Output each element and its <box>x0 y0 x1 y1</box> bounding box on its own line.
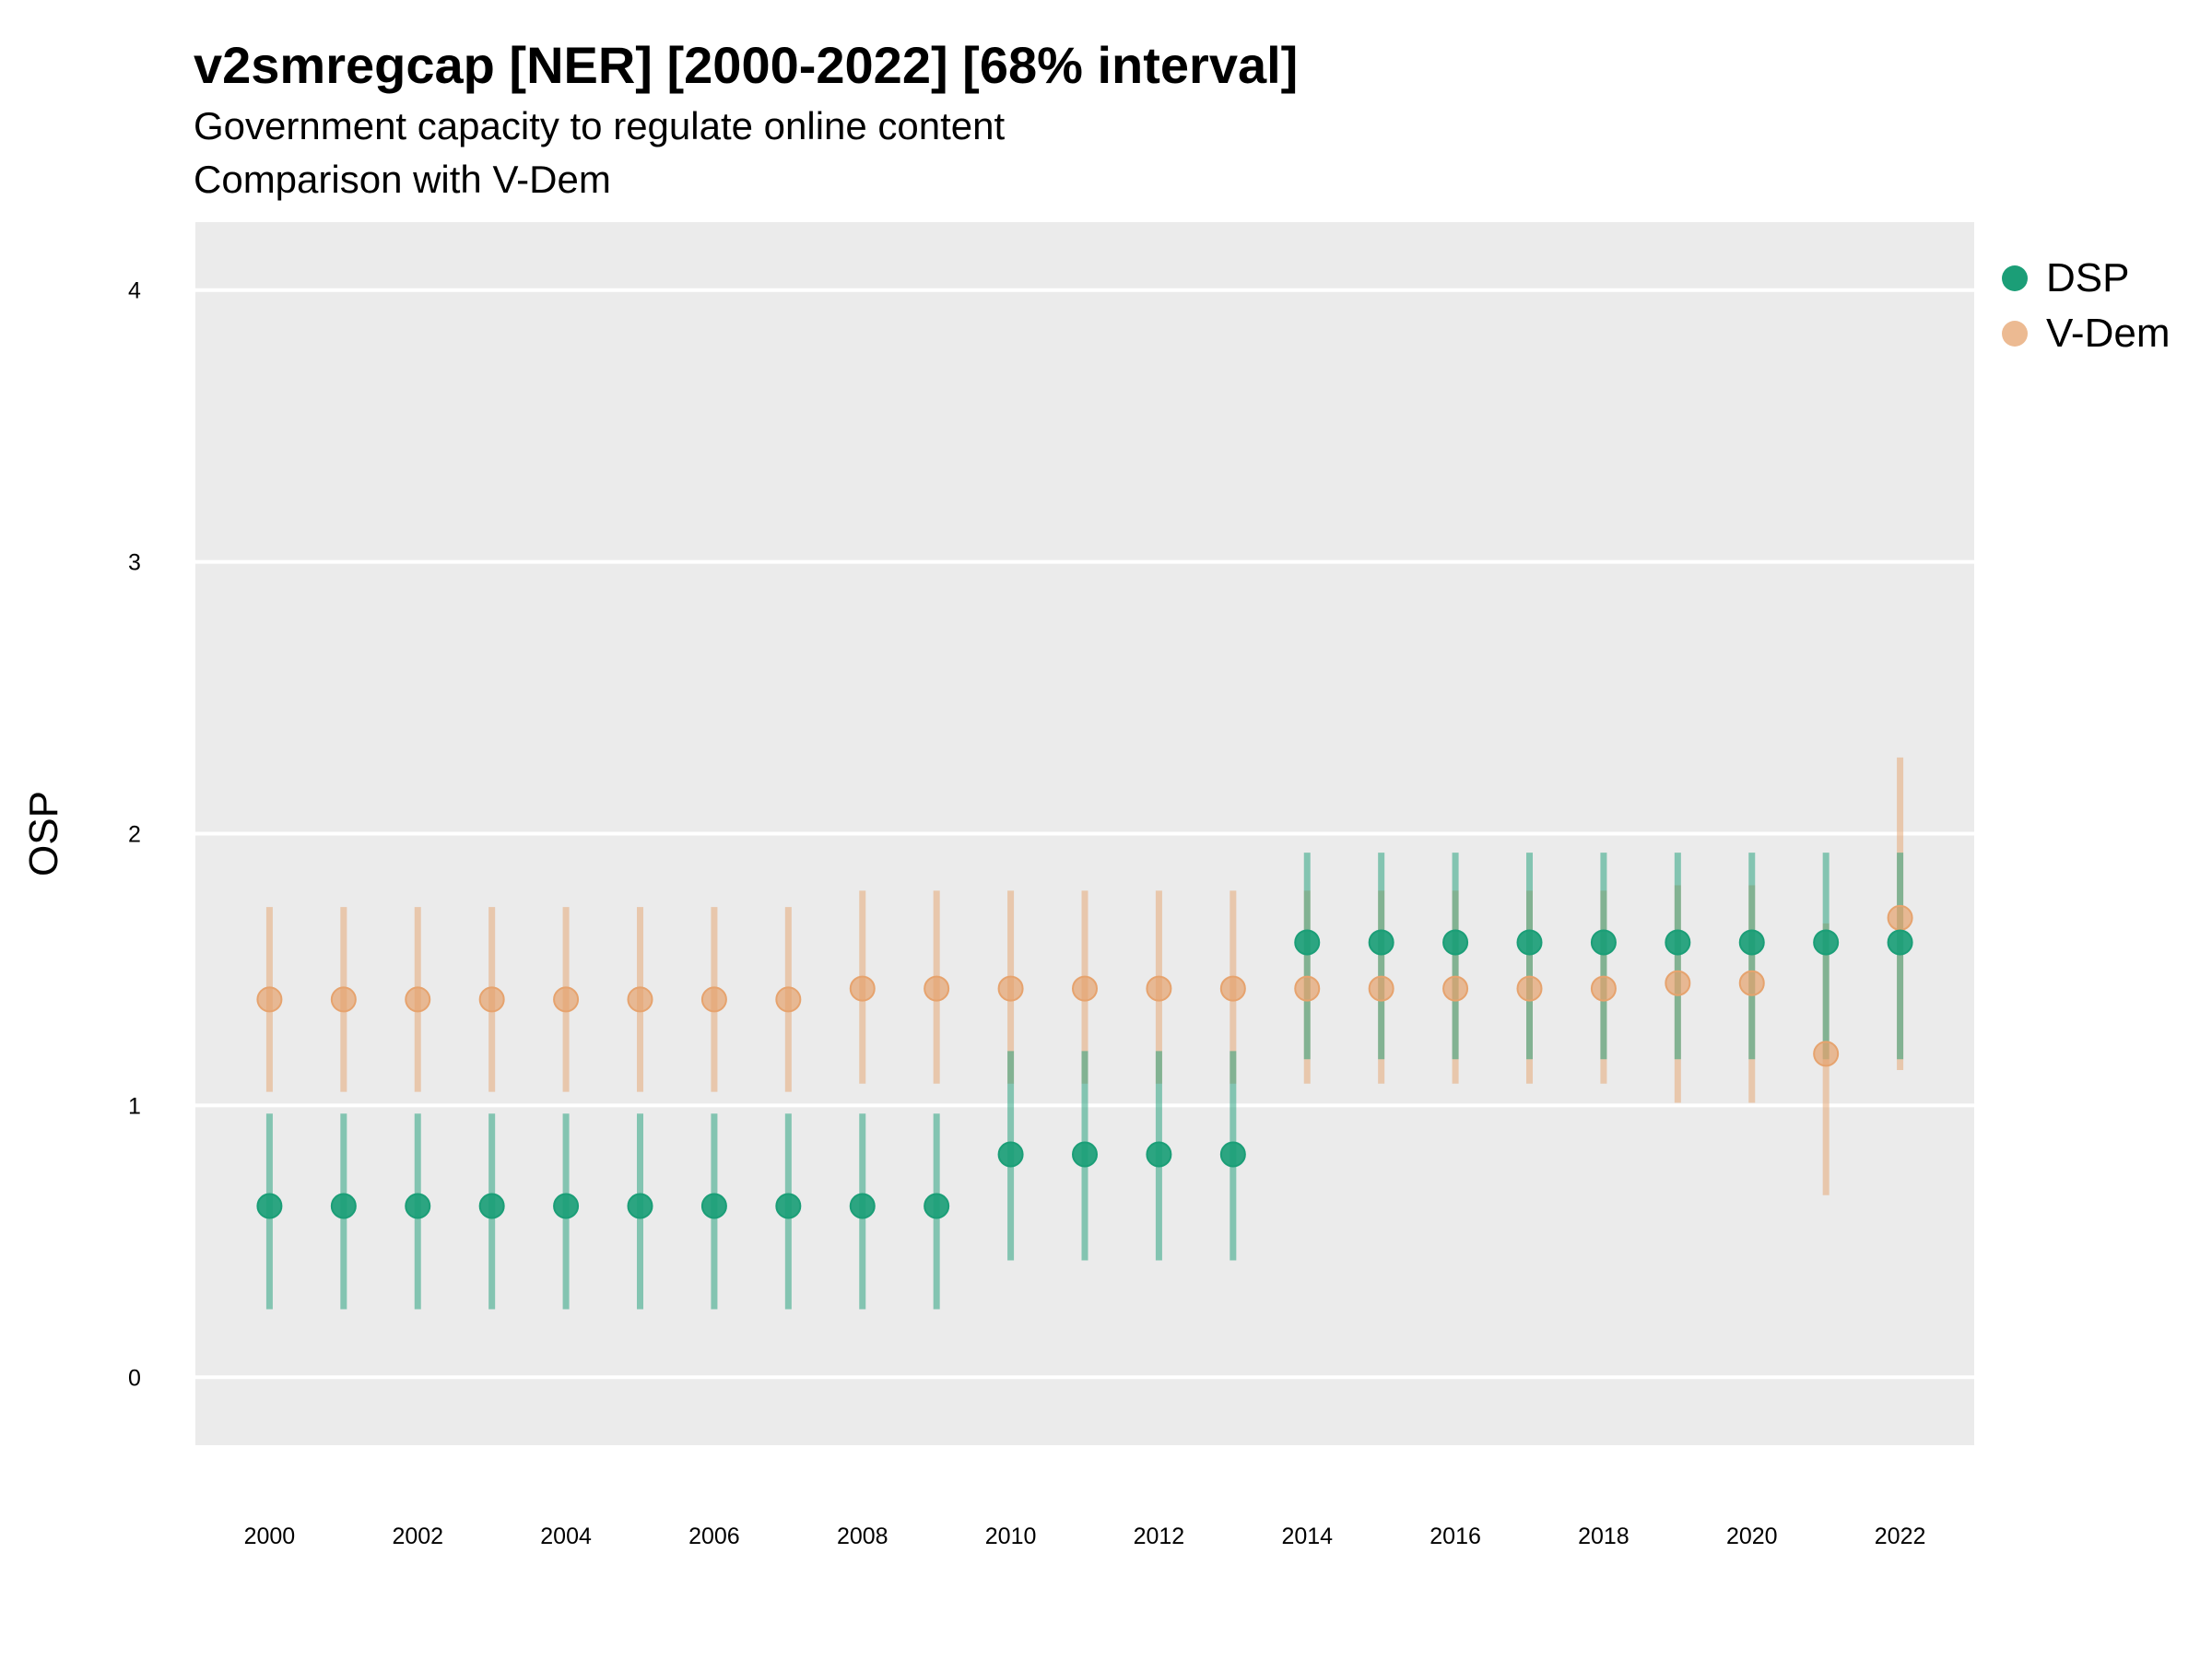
data-point <box>1146 975 1172 1002</box>
data-point <box>997 1141 1024 1168</box>
x-tick-label: 2020 <box>1726 1524 1778 1549</box>
y-tick-label: 1 <box>128 1093 141 1119</box>
data-point <box>405 1193 431 1219</box>
legend-item-dsp: DSP <box>2002 255 2129 301</box>
data-point <box>627 986 653 1013</box>
y-tick-label: 0 <box>128 1365 141 1391</box>
data-point <box>1738 970 1765 996</box>
x-tick-labels: 2000 2002 2004 2006 2008 2010 2012 2014 2016 2018… <box>244 1524 1926 1549</box>
x-tick-label: 2014 <box>1281 1524 1333 1549</box>
data-point <box>997 975 1024 1002</box>
data-point <box>775 986 802 1013</box>
data-series <box>256 757 1913 1310</box>
y-axis-label: OSP <box>21 791 66 877</box>
x-tick-label: 2010 <box>985 1524 1037 1549</box>
legend-label: DSP <box>2046 255 2130 300</box>
x-tick-label: 2012 <box>1134 1524 1185 1549</box>
data-point <box>1665 970 1691 996</box>
data-point <box>627 1193 653 1219</box>
legend-marker-icon <box>2002 265 2028 291</box>
x-tick-label: 2002 <box>392 1524 443 1549</box>
data-point <box>330 1193 357 1219</box>
data-point <box>849 1193 876 1219</box>
data-point <box>1516 975 1543 1002</box>
data-point <box>924 975 950 1002</box>
data-point <box>553 1193 580 1219</box>
y-tick-label: 3 <box>128 550 141 576</box>
data-point <box>256 986 283 1013</box>
data-point <box>1516 929 1543 956</box>
chart-title: v2smregcap [NER] [2000-2022] [68% interv… <box>194 36 1299 94</box>
data-point <box>1887 904 1913 931</box>
data-point <box>1590 929 1617 956</box>
data-point <box>1738 929 1765 956</box>
data-point <box>1146 1141 1172 1168</box>
data-point <box>553 986 580 1013</box>
x-tick-label: 2022 <box>1875 1524 1926 1549</box>
data-point <box>1813 1041 1840 1067</box>
data-point <box>775 1193 802 1219</box>
x-tick-label: 2006 <box>688 1524 740 1549</box>
data-point <box>256 1193 283 1219</box>
data-point <box>924 1193 950 1219</box>
series-points-dsp <box>256 929 1913 1219</box>
x-tick-label: 2008 <box>837 1524 888 1549</box>
data-point <box>1219 1141 1246 1168</box>
legend-label: V-Dem <box>2046 311 2171 356</box>
legend-marker-icon <box>2002 321 2028 347</box>
legend-item-vdem: V-Dem <box>2002 311 2170 357</box>
data-point <box>1072 1141 1098 1168</box>
data-point <box>1887 929 1913 956</box>
data-point <box>700 986 727 1013</box>
data-point <box>700 1193 727 1219</box>
data-point <box>1442 929 1469 956</box>
x-tick-label: 2016 <box>1430 1524 1481 1549</box>
chart-subtitle: Comparison with V-Dem <box>194 158 611 201</box>
data-point <box>1219 975 1246 1002</box>
x-tick-label: 2018 <box>1578 1524 1630 1549</box>
data-point <box>330 986 357 1013</box>
y-tick-labels: 0 1 2 3 4 <box>128 278 141 1392</box>
x-tick-label: 2000 <box>244 1524 296 1549</box>
data-point <box>1368 929 1394 956</box>
data-point <box>1813 929 1840 956</box>
x-tick-label: 2004 <box>540 1524 592 1549</box>
data-point <box>1590 975 1617 1002</box>
data-point <box>405 986 431 1013</box>
data-point <box>1665 929 1691 956</box>
data-point <box>1294 975 1321 1002</box>
data-point <box>1442 975 1469 1002</box>
data-point <box>478 1193 505 1219</box>
y-tick-label: 2 <box>128 822 141 848</box>
data-point <box>1368 975 1394 1002</box>
series-points-vdem <box>256 904 1913 1067</box>
chart-subtitle: Government capacity to regulate online c… <box>194 104 1006 147</box>
data-point <box>478 986 505 1013</box>
data-point <box>1294 929 1321 956</box>
data-point <box>849 975 876 1002</box>
data-point <box>1072 975 1098 1002</box>
y-tick-label: 4 <box>128 278 141 304</box>
